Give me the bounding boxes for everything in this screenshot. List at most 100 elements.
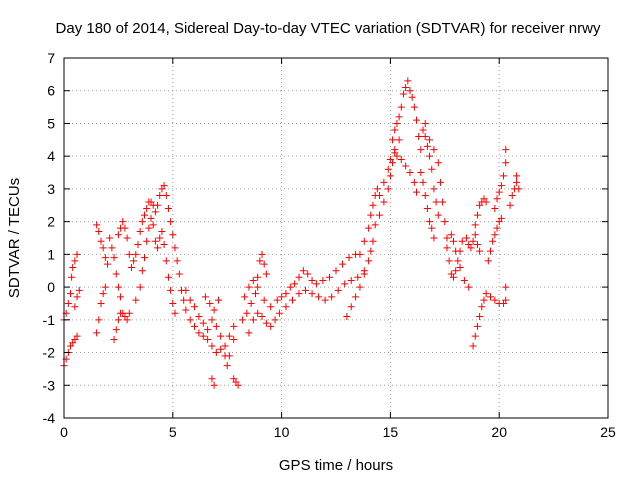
data-point: [373, 185, 381, 193]
data-point: [397, 103, 405, 111]
data-point: [304, 270, 312, 278]
data-point: [343, 313, 351, 321]
data-point: [101, 254, 109, 262]
data-point: [423, 205, 431, 213]
data-point: [127, 263, 135, 271]
data-point: [93, 221, 101, 229]
data-point: [73, 332, 81, 340]
grid-lines: [64, 58, 608, 418]
data-point: [489, 237, 497, 245]
data-point: [180, 296, 188, 304]
y-tick-label: 6: [47, 83, 55, 99]
data-point: [502, 283, 510, 291]
data-point: [380, 198, 388, 206]
data-point: [154, 244, 162, 252]
data-point: [365, 257, 373, 265]
data-point: [186, 296, 194, 304]
data-point: [356, 250, 364, 258]
data-point: [121, 224, 129, 232]
data-point: [101, 283, 109, 291]
data-point: [260, 296, 268, 304]
data-point: [175, 270, 183, 278]
data-point: [162, 191, 170, 199]
data-point: [356, 283, 364, 291]
data-point: [436, 178, 444, 186]
data-point: [182, 306, 190, 314]
axis-ticks: [63, 57, 609, 419]
data-point: [110, 254, 118, 262]
data-point: [502, 296, 510, 304]
data-point: [354, 273, 362, 281]
data-point: [136, 227, 144, 235]
data-point: [473, 241, 481, 249]
y-tick-label: -2: [43, 345, 56, 361]
data-point: [156, 234, 164, 242]
data-point: [258, 250, 266, 258]
data-point: [214, 296, 222, 304]
data-point: [369, 201, 377, 209]
data-point: [169, 231, 177, 239]
data-point: [491, 205, 499, 213]
data-point: [71, 257, 79, 265]
data-point: [376, 191, 384, 199]
data-point: [99, 244, 107, 252]
data-point: [386, 172, 394, 180]
y-tick-label: 2: [47, 214, 55, 230]
data-point: [460, 277, 468, 285]
data-point: [93, 329, 101, 337]
data-point: [169, 299, 177, 307]
data-point: [99, 290, 107, 298]
data-point: [347, 277, 355, 285]
data-point: [164, 273, 172, 281]
data-point: [454, 257, 462, 265]
data-point: [476, 313, 484, 321]
data-point: [428, 224, 436, 232]
data-point: [497, 214, 505, 222]
data-point: [495, 188, 503, 196]
data-point: [119, 218, 127, 226]
data-point: [158, 227, 166, 235]
data-point: [117, 293, 125, 301]
y-tick-label: -4: [43, 410, 56, 426]
data-point: [299, 267, 307, 275]
data-point: [369, 237, 377, 245]
data-point: [132, 296, 140, 304]
data-point: [367, 247, 375, 255]
data-point: [288, 296, 296, 304]
data-point: [439, 198, 447, 206]
data-point: [110, 335, 118, 343]
data-point: [430, 234, 438, 242]
data-point: [430, 146, 438, 154]
data-point: [443, 234, 451, 242]
data-point: [210, 381, 218, 389]
data-point: [404, 77, 412, 85]
data-point: [97, 299, 105, 307]
data-point: [413, 188, 421, 196]
data-point: [112, 326, 120, 334]
data-point: [493, 224, 501, 232]
data-point: [408, 93, 416, 101]
data-point: [147, 214, 155, 222]
data-point: [195, 313, 203, 321]
data-point: [513, 178, 521, 186]
y-tick-labels: -4 -3 -2 -1 0 1 2 3 4 5 6 7: [43, 50, 56, 426]
x-axis-label: GPS time / hours: [279, 457, 393, 474]
data-point: [73, 250, 81, 258]
data-point: [206, 299, 214, 307]
data-point: [417, 169, 425, 177]
data-point: [241, 293, 249, 301]
data-point: [421, 133, 429, 141]
data-point: [73, 293, 81, 301]
data-point: [447, 231, 455, 239]
data-point: [271, 316, 279, 324]
data-point: [267, 303, 275, 311]
data-point: [352, 293, 360, 301]
data-point: [469, 342, 477, 350]
x-tick-label: 0: [60, 424, 68, 440]
data-point: [325, 273, 333, 281]
data-point: [486, 247, 494, 255]
data-point: [217, 332, 225, 340]
data-point: [515, 185, 523, 193]
data-point: [380, 178, 388, 186]
x-tick-label: 5: [169, 424, 177, 440]
